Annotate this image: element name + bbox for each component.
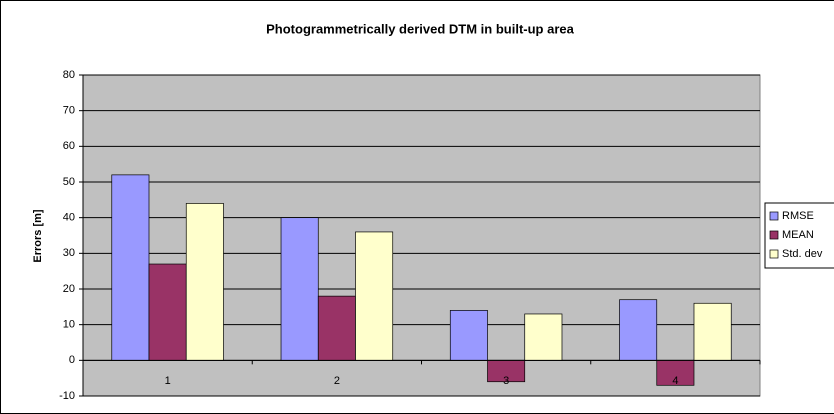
legend-label: RMSE xyxy=(782,210,814,222)
bar xyxy=(317,295,356,361)
bar xyxy=(185,203,224,361)
y-tick-label: 60 xyxy=(63,140,75,152)
bar xyxy=(619,299,658,361)
legend-swatch xyxy=(769,211,779,221)
y-axis-label: Errors [m] xyxy=(32,209,44,263)
y-tick-label: 30 xyxy=(63,247,75,259)
y-tick-label: 40 xyxy=(63,212,75,224)
x-tick-label: 3 xyxy=(503,375,509,387)
bar xyxy=(693,302,732,361)
legend-swatch xyxy=(769,249,779,259)
legend-label: Std. dev xyxy=(782,248,823,260)
bar xyxy=(656,359,695,386)
y-tick-label: 80 xyxy=(63,69,75,81)
y-tick-label: 70 xyxy=(63,105,75,117)
y-tick-label: -10 xyxy=(59,390,75,402)
bar xyxy=(355,231,394,361)
x-tick-label: 1 xyxy=(165,375,171,387)
x-tick-label: 4 xyxy=(672,375,678,387)
bar xyxy=(111,174,150,361)
y-tick-label: 20 xyxy=(63,283,75,295)
y-tick-label: 50 xyxy=(63,176,75,188)
y-tick-label: 0 xyxy=(69,354,75,366)
bar xyxy=(148,263,187,361)
legend-swatch xyxy=(769,230,779,240)
chart-title: Photogrammetrically derived DTM in built… xyxy=(266,21,574,36)
bar xyxy=(449,310,488,361)
bar xyxy=(280,217,319,361)
x-tick-label: 2 xyxy=(334,375,340,387)
legend-label: MEAN xyxy=(782,229,814,241)
bar xyxy=(524,313,563,361)
y-tick-label: 10 xyxy=(63,319,75,331)
